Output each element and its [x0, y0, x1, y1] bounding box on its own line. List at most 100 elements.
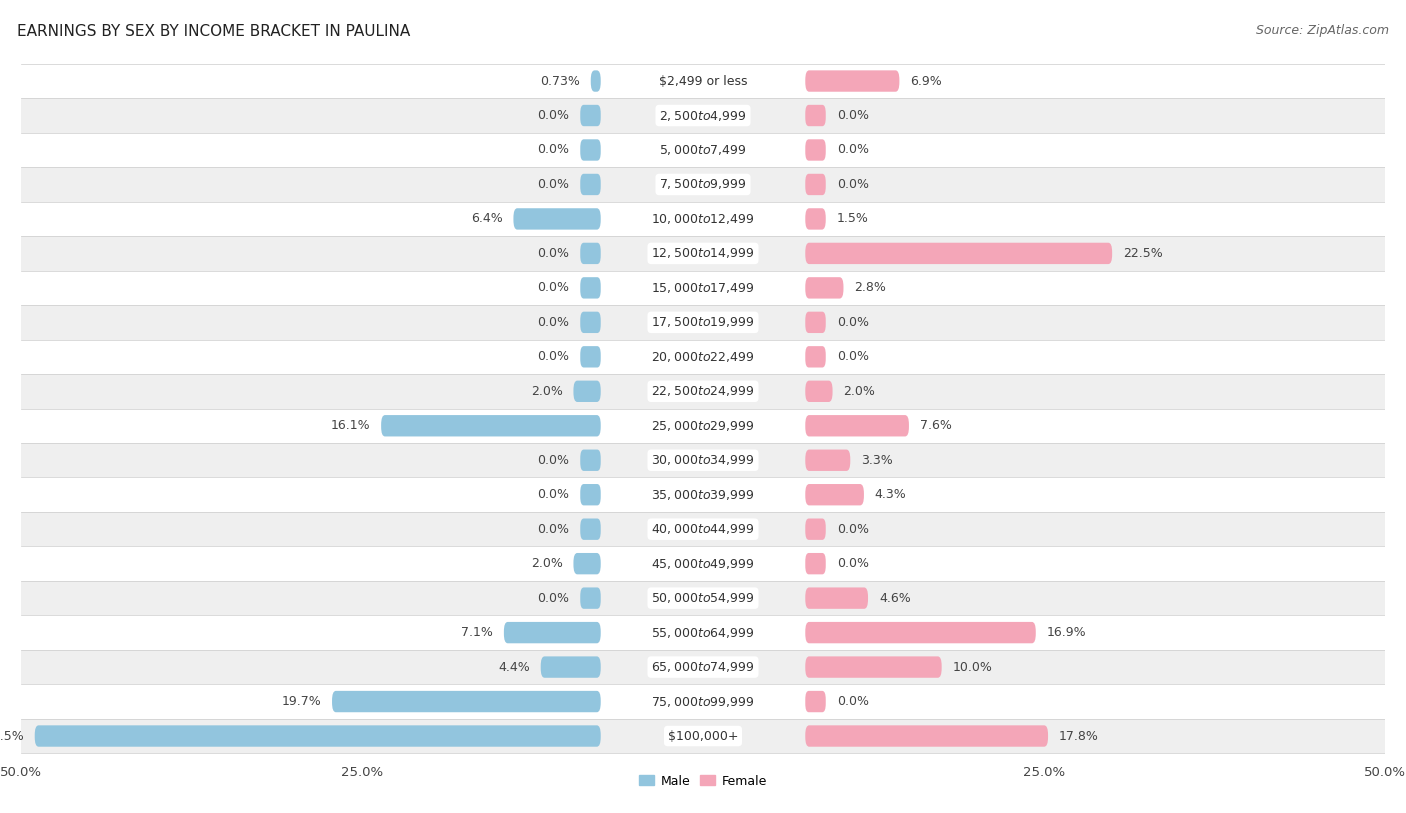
FancyBboxPatch shape — [806, 380, 832, 402]
FancyBboxPatch shape — [581, 243, 600, 264]
Text: 6.9%: 6.9% — [910, 75, 942, 88]
FancyBboxPatch shape — [806, 725, 1047, 746]
Text: 0.0%: 0.0% — [537, 592, 569, 605]
Text: 0.0%: 0.0% — [537, 489, 569, 501]
Bar — [21, 408, 1385, 443]
Text: 16.9%: 16.9% — [1046, 626, 1087, 639]
Text: 0.0%: 0.0% — [837, 178, 869, 191]
Text: 0.0%: 0.0% — [537, 523, 569, 536]
Text: 2.0%: 2.0% — [530, 557, 562, 570]
FancyBboxPatch shape — [591, 71, 600, 92]
FancyBboxPatch shape — [581, 346, 600, 367]
Bar — [21, 202, 1385, 236]
FancyBboxPatch shape — [806, 346, 825, 367]
FancyBboxPatch shape — [806, 71, 900, 92]
FancyBboxPatch shape — [581, 277, 600, 298]
FancyBboxPatch shape — [35, 725, 600, 746]
Bar — [21, 98, 1385, 133]
Text: 2.0%: 2.0% — [530, 385, 562, 398]
FancyBboxPatch shape — [574, 553, 600, 574]
FancyBboxPatch shape — [503, 622, 600, 643]
Text: 22.5%: 22.5% — [1123, 247, 1163, 260]
Text: 2.8%: 2.8% — [855, 281, 886, 294]
Text: $40,000 to $44,999: $40,000 to $44,999 — [651, 522, 755, 537]
Bar — [21, 340, 1385, 374]
Bar — [21, 546, 1385, 581]
FancyBboxPatch shape — [581, 139, 600, 161]
Text: $50,000 to $54,999: $50,000 to $54,999 — [651, 591, 755, 605]
FancyBboxPatch shape — [806, 139, 825, 161]
Bar — [21, 443, 1385, 477]
Text: 0.0%: 0.0% — [537, 247, 569, 260]
FancyBboxPatch shape — [806, 174, 825, 195]
FancyBboxPatch shape — [806, 105, 825, 126]
Bar — [21, 477, 1385, 512]
Text: 7.6%: 7.6% — [920, 420, 952, 433]
Bar — [21, 236, 1385, 271]
FancyBboxPatch shape — [574, 380, 600, 402]
FancyBboxPatch shape — [381, 415, 600, 437]
FancyBboxPatch shape — [806, 622, 1036, 643]
Bar — [21, 133, 1385, 167]
Bar — [21, 685, 1385, 719]
Bar — [21, 305, 1385, 340]
FancyBboxPatch shape — [581, 311, 600, 333]
Text: 4.6%: 4.6% — [879, 592, 911, 605]
Text: $22,500 to $24,999: $22,500 to $24,999 — [651, 385, 755, 398]
FancyBboxPatch shape — [581, 519, 600, 540]
Text: $2,499 or less: $2,499 or less — [659, 75, 747, 88]
Text: 0.0%: 0.0% — [837, 350, 869, 363]
Text: 0.0%: 0.0% — [537, 454, 569, 467]
FancyBboxPatch shape — [581, 174, 600, 195]
FancyBboxPatch shape — [581, 484, 600, 506]
Bar — [21, 63, 1385, 98]
FancyBboxPatch shape — [806, 208, 825, 229]
Bar — [21, 271, 1385, 305]
Text: 0.0%: 0.0% — [837, 695, 869, 708]
FancyBboxPatch shape — [806, 450, 851, 471]
Text: 17.8%: 17.8% — [1059, 729, 1099, 742]
Bar — [21, 615, 1385, 650]
FancyBboxPatch shape — [806, 588, 868, 609]
Text: 7.1%: 7.1% — [461, 626, 494, 639]
Text: $17,500 to $19,999: $17,500 to $19,999 — [651, 315, 755, 329]
Text: 0.73%: 0.73% — [540, 75, 579, 88]
FancyBboxPatch shape — [806, 311, 825, 333]
FancyBboxPatch shape — [581, 450, 600, 471]
Text: 3.3%: 3.3% — [862, 454, 893, 467]
FancyBboxPatch shape — [581, 588, 600, 609]
Text: 16.1%: 16.1% — [330, 420, 370, 433]
Text: 0.0%: 0.0% — [837, 557, 869, 570]
Bar — [21, 374, 1385, 408]
FancyBboxPatch shape — [541, 656, 600, 678]
Text: 0.0%: 0.0% — [837, 523, 869, 536]
Text: 10.0%: 10.0% — [953, 661, 993, 674]
Text: $7,500 to $9,999: $7,500 to $9,999 — [659, 177, 747, 191]
Text: 0.0%: 0.0% — [537, 143, 569, 156]
Bar — [21, 512, 1385, 546]
FancyBboxPatch shape — [806, 656, 942, 678]
FancyBboxPatch shape — [806, 277, 844, 298]
Bar — [21, 650, 1385, 685]
Text: 4.4%: 4.4% — [498, 661, 530, 674]
Text: EARNINGS BY SEX BY INCOME BRACKET IN PAULINA: EARNINGS BY SEX BY INCOME BRACKET IN PAU… — [17, 24, 411, 39]
Bar — [21, 167, 1385, 202]
Text: $35,000 to $39,999: $35,000 to $39,999 — [651, 488, 755, 502]
Text: $45,000 to $49,999: $45,000 to $49,999 — [651, 557, 755, 571]
FancyBboxPatch shape — [581, 105, 600, 126]
Text: $75,000 to $99,999: $75,000 to $99,999 — [651, 694, 755, 709]
Text: $20,000 to $22,499: $20,000 to $22,499 — [651, 350, 755, 364]
Text: $100,000+: $100,000+ — [668, 729, 738, 742]
FancyBboxPatch shape — [513, 208, 600, 229]
Text: 0.0%: 0.0% — [537, 316, 569, 328]
Legend: Male, Female: Male, Female — [634, 770, 772, 793]
Text: 19.7%: 19.7% — [281, 695, 321, 708]
Text: 0.0%: 0.0% — [537, 178, 569, 191]
Text: $10,000 to $12,499: $10,000 to $12,499 — [651, 212, 755, 226]
Text: 6.4%: 6.4% — [471, 212, 502, 225]
Text: 0.0%: 0.0% — [837, 143, 869, 156]
FancyBboxPatch shape — [806, 519, 825, 540]
Text: 0.0%: 0.0% — [837, 109, 869, 122]
Bar — [21, 581, 1385, 615]
FancyBboxPatch shape — [806, 691, 825, 712]
